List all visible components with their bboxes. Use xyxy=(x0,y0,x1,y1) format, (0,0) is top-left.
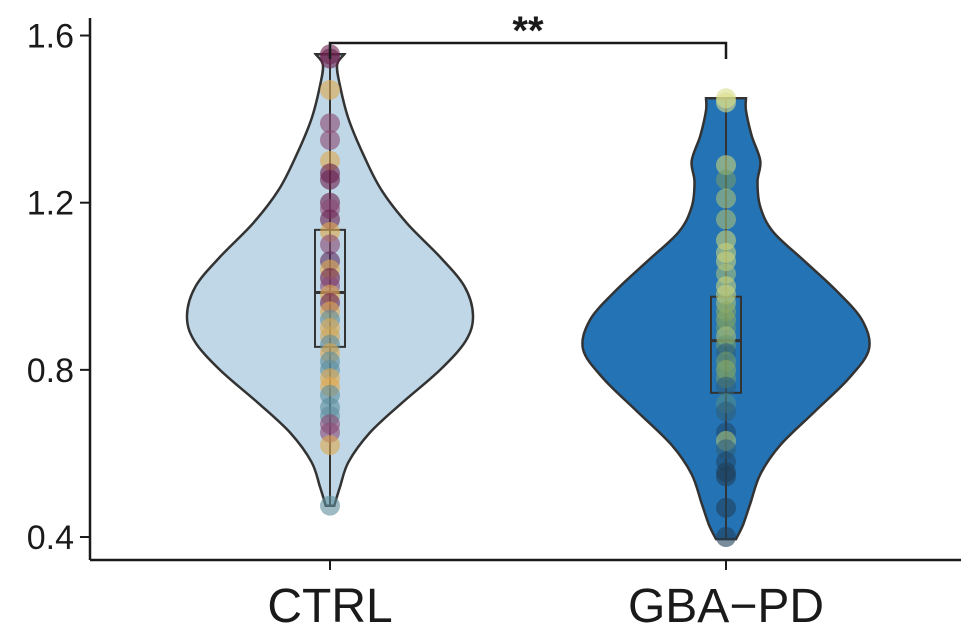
y-tick-label: 1.2 xyxy=(27,185,74,223)
data-point xyxy=(716,188,736,209)
data-point xyxy=(320,234,340,255)
data-point xyxy=(716,209,736,230)
data-point xyxy=(716,497,736,518)
data-point xyxy=(716,169,736,190)
significance-label: ** xyxy=(512,9,544,53)
x-category-label: CTRL xyxy=(267,580,392,629)
data-point xyxy=(320,130,340,150)
y-tick-label: 0.4 xyxy=(27,519,74,557)
y-tick-label: 1.6 xyxy=(27,18,74,56)
data-point xyxy=(320,495,340,516)
significance-bracket xyxy=(328,41,728,59)
violin-group-2: GBA−PD xyxy=(581,88,871,629)
data-point xyxy=(716,527,736,548)
violin-group-1: CTRL xyxy=(185,44,475,629)
data-point xyxy=(320,169,340,190)
data-point xyxy=(320,435,340,456)
y-tick-label: 0.8 xyxy=(27,352,74,390)
data-point xyxy=(320,79,340,100)
data-point xyxy=(716,376,736,397)
data-point xyxy=(716,92,736,113)
data-point xyxy=(320,113,340,134)
data-point xyxy=(716,155,736,176)
data-point xyxy=(716,401,736,422)
x-category-label: GBA−PD xyxy=(628,580,824,629)
data-point xyxy=(716,466,736,487)
